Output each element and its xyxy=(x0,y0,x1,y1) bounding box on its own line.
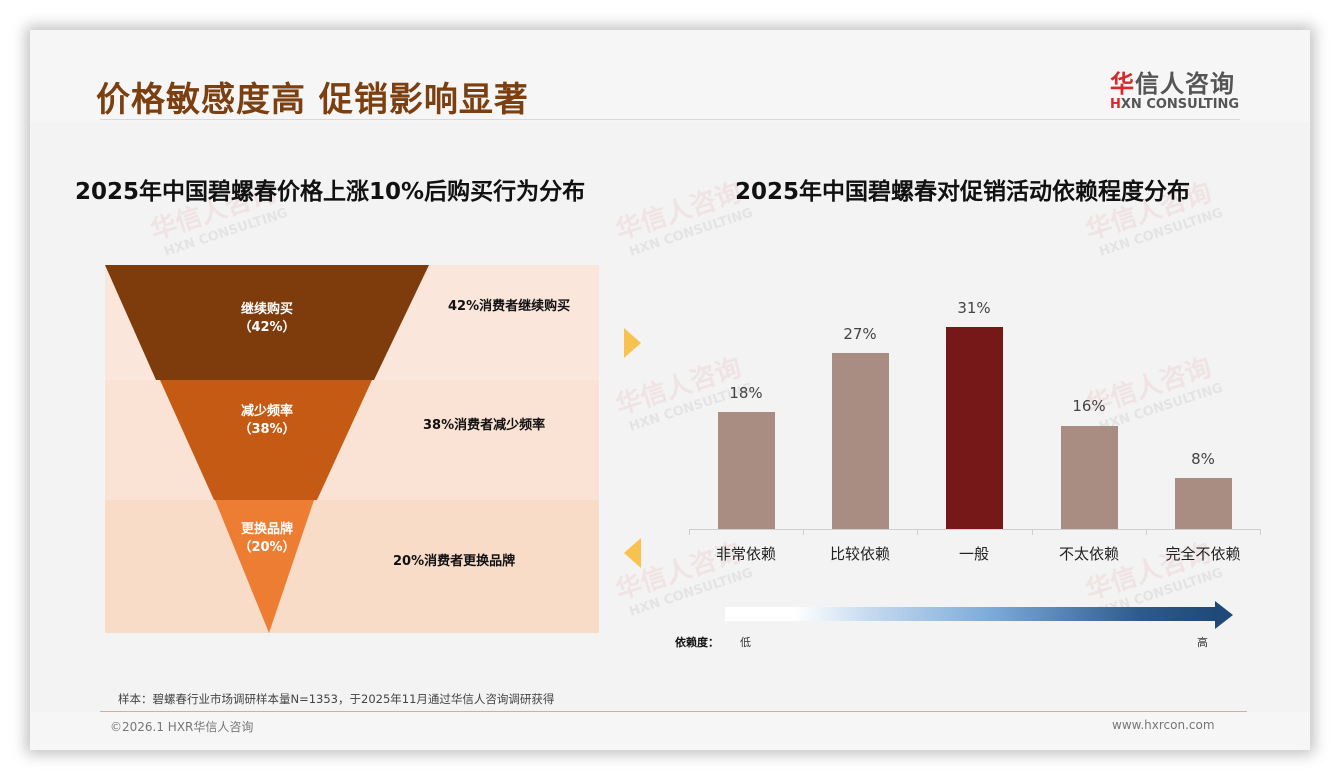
slide: 价格敏感度高 促销影响显著 华信人咨询 HXN CONSULTING 华信人咨询… xyxy=(30,30,1310,750)
logo-en-text: XN CONSULTING xyxy=(1120,97,1240,112)
funnel-desc-switch: 20%消费者更换品牌 xyxy=(393,554,516,569)
source-note: 样本：碧螺春行业市场调研样本量N=1353，于2025年11月通过华信人咨询调研… xyxy=(118,692,555,706)
x-axis-tick xyxy=(1260,529,1261,535)
x-axis-tick xyxy=(917,529,918,535)
x-axis-label: 比较依赖 xyxy=(829,545,890,563)
logo-chinese: 华信人咨询 xyxy=(1110,64,1250,99)
x-axis-tick xyxy=(1032,529,1033,535)
stage-value: （20%） xyxy=(238,540,296,555)
bar-value-label: 18% xyxy=(729,384,763,402)
dependency-gradient-bar xyxy=(725,607,1215,621)
stage-name: 继续购买 xyxy=(240,302,293,317)
funnel-chart-title: 2025年中国碧螺春价格上涨10%后购买行为分布 xyxy=(75,179,586,205)
title-divider xyxy=(100,119,1240,120)
dependency-low-label: 低 xyxy=(740,636,751,649)
funnel-stage-switch xyxy=(215,500,314,633)
logo-cn-text: 信人咨询 xyxy=(1135,70,1235,98)
website-link[interactable]: www.hxrcon.com xyxy=(1112,718,1215,732)
x-axis-label: 完全不依赖 xyxy=(1165,545,1241,563)
page-title: 价格敏感度高 促销影响显著 xyxy=(96,80,529,120)
bar-very-dependent xyxy=(718,412,775,529)
bar-fairly-dependent xyxy=(832,353,889,529)
funnel-stage-reduce xyxy=(160,380,372,500)
bar-neutral xyxy=(946,327,1003,529)
bar-less-dependent xyxy=(1061,426,1118,529)
bar-value-label: 31% xyxy=(957,299,991,317)
company-logo: 华信人咨询 HXN CONSULTING xyxy=(1110,64,1250,112)
funnel-row-bg xyxy=(105,500,599,633)
stage-name: 减少频率 xyxy=(240,404,293,419)
copyright: ©2026.1 HXR华信人咨询 xyxy=(110,720,254,734)
stage-value: （42%） xyxy=(238,320,296,335)
footer-band xyxy=(30,712,1310,750)
funnel-shapes xyxy=(105,265,429,633)
stage-value: （38%） xyxy=(238,422,296,437)
x-axis-label: 非常依赖 xyxy=(715,545,776,563)
logo-en-mark: H xyxy=(1110,97,1121,112)
logo-cn-mark: 华 xyxy=(1110,70,1135,98)
x-axis-label: 一般 xyxy=(958,545,989,563)
funnel-label-reduce: 减少频率 （38%） xyxy=(217,403,317,439)
bar-value-label: 16% xyxy=(1072,397,1106,415)
header-band xyxy=(30,30,1310,122)
gradient-arrow-head-icon xyxy=(1215,601,1233,629)
bar-not-dependent xyxy=(1175,478,1232,529)
x-axis xyxy=(689,529,1261,530)
arrow-left-marker-icon xyxy=(624,538,641,568)
logo-english: HXN CONSULTING xyxy=(1110,97,1250,112)
dependency-scale-label: 依赖度： xyxy=(675,636,719,649)
arrow-right-marker-icon xyxy=(624,328,641,358)
bar-chart-title: 2025年中国碧螺春对促销活动依赖程度分布 xyxy=(735,179,1191,205)
funnel-label-continue: 继续购买 （42%） xyxy=(217,301,317,337)
funnel-stage-continue xyxy=(105,265,429,380)
funnel-desc-reduce: 38%消费者减少频率 xyxy=(423,418,546,433)
dependency-high-label: 高 xyxy=(1197,636,1208,649)
footer-divider xyxy=(100,711,1247,712)
x-axis-tick xyxy=(1146,529,1147,535)
funnel-label-switch: 更换品牌 （20%） xyxy=(217,521,317,557)
x-axis-tick xyxy=(689,529,690,535)
bar-value-label: 27% xyxy=(843,325,877,343)
stage-name: 更换品牌 xyxy=(240,522,293,537)
bar-value-label: 8% xyxy=(1191,450,1215,468)
x-axis-label: 不太依赖 xyxy=(1058,545,1119,563)
funnel-desc-continue: 42%消费者继续购买 xyxy=(448,299,571,314)
x-axis-tick xyxy=(803,529,804,535)
